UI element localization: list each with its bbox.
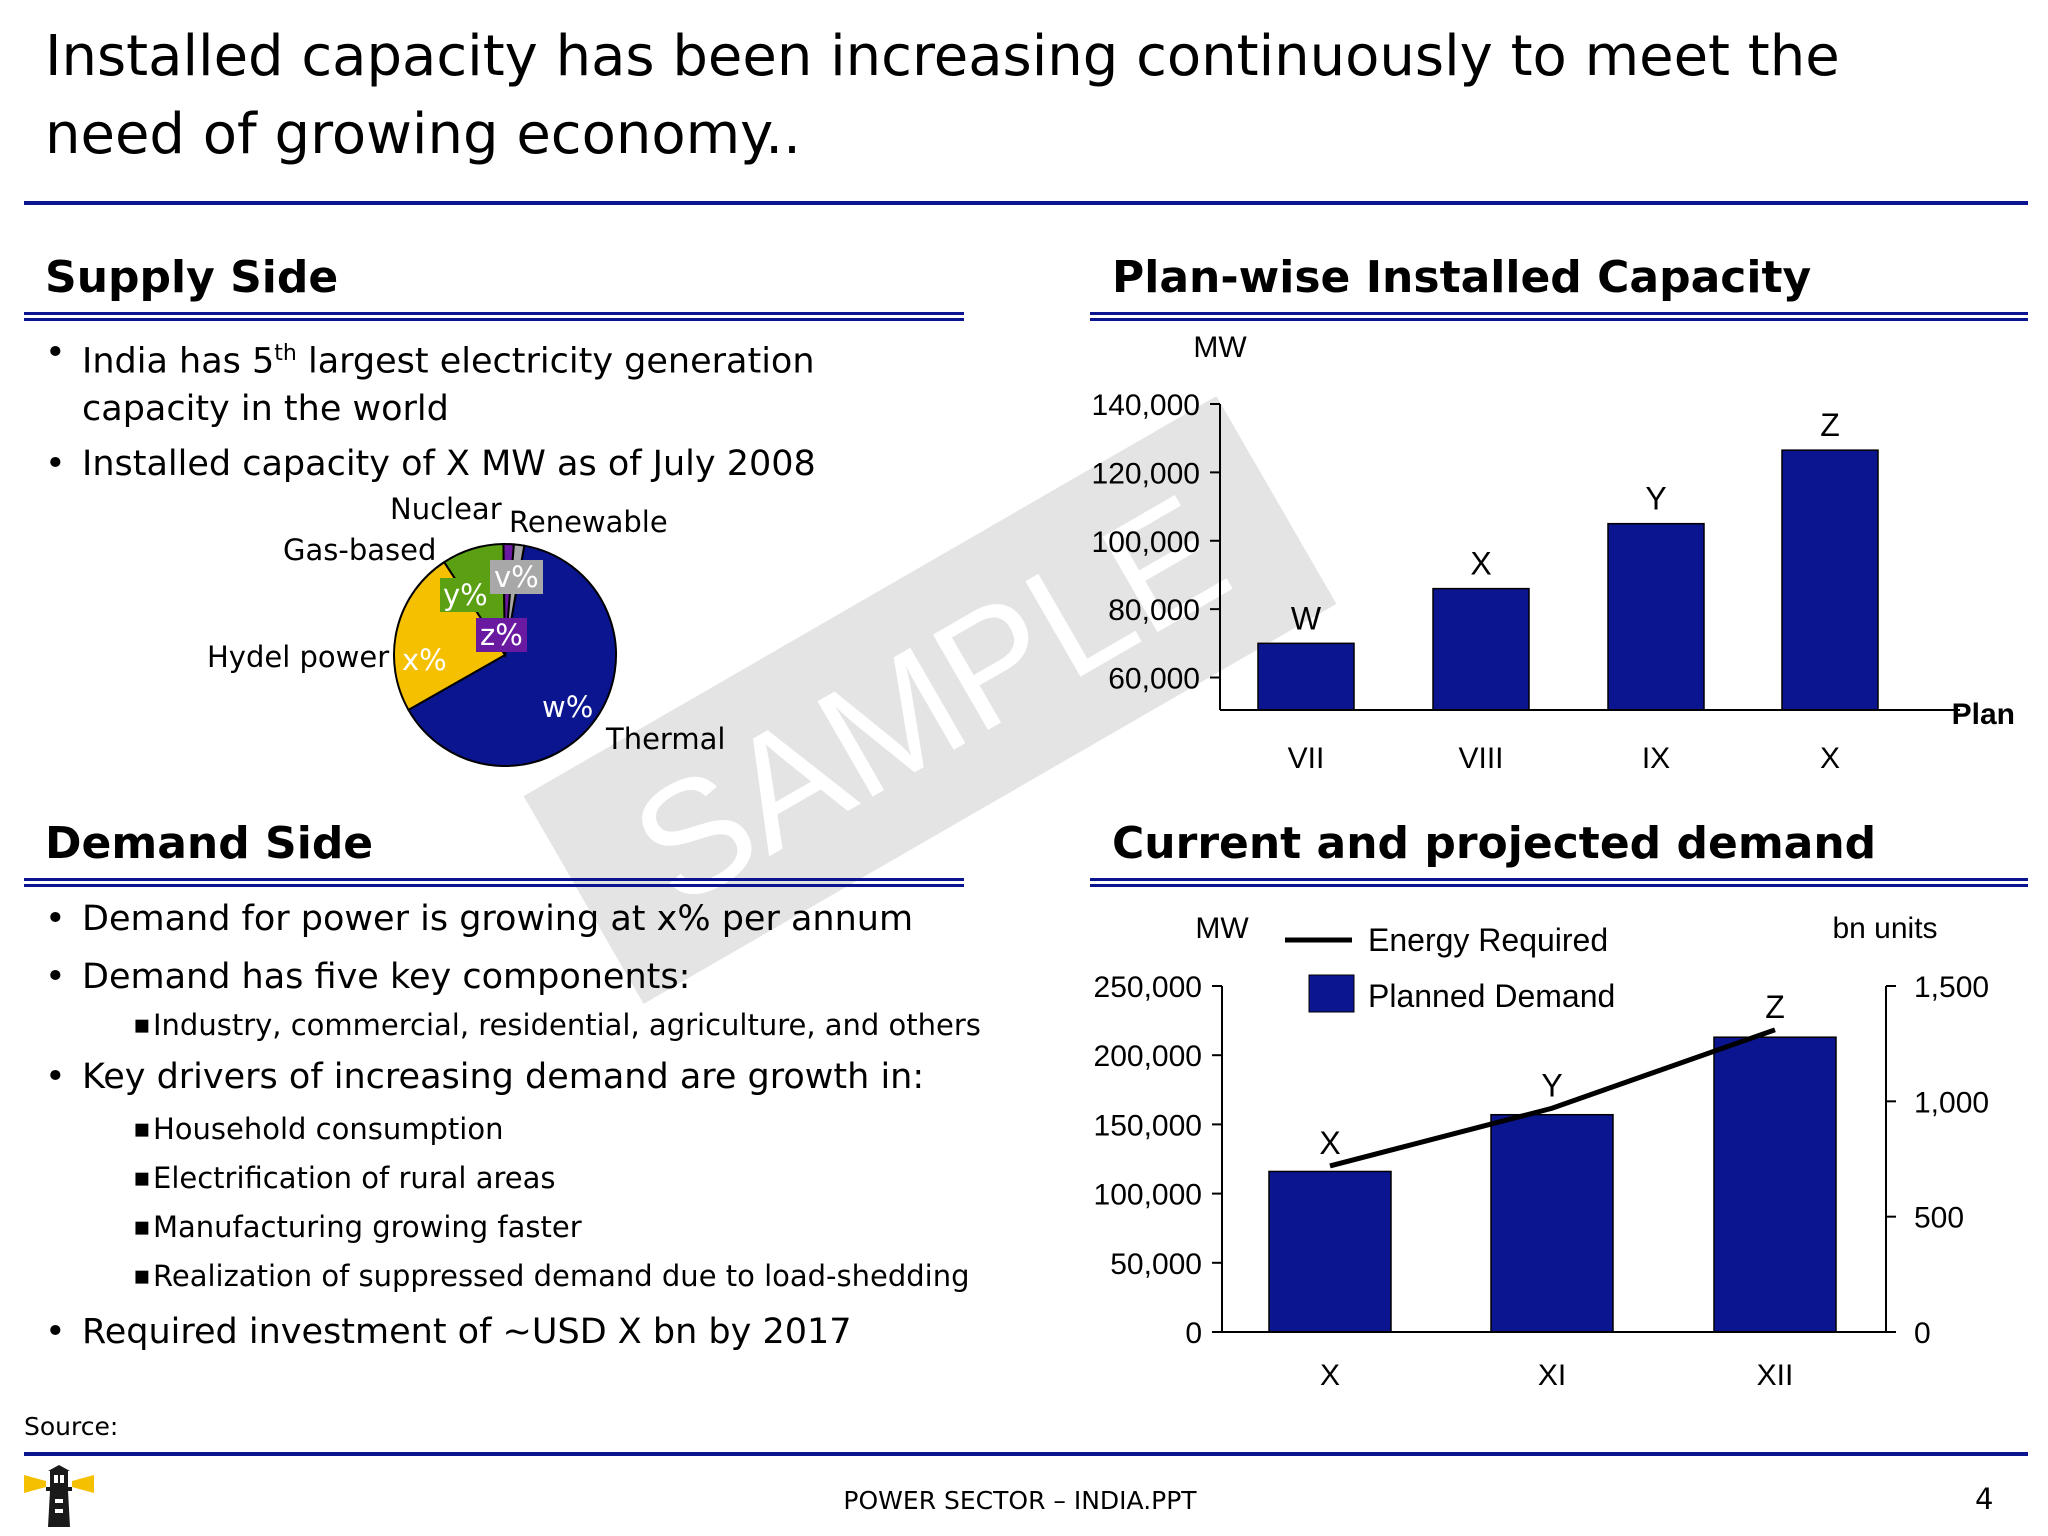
source-label: Source: bbox=[24, 1412, 119, 1441]
demand-combo-chart: MW bn units Energy Required Planned Dema… bbox=[1094, 912, 1990, 1392]
demand-y-tick-label-left: 50,000 bbox=[1110, 1248, 1202, 1281]
demand-chart-heading: Current and projected demand bbox=[1112, 818, 1877, 869]
energy-required-line bbox=[1329, 1027, 1776, 1169]
pie-slice-thermal bbox=[407, 544, 617, 767]
page-number: 4 bbox=[1975, 1482, 1994, 1516]
capacity-y-tick-label: 60,000 bbox=[1108, 663, 1200, 696]
demand-heading: Demand Side bbox=[45, 818, 374, 869]
supply-rule bbox=[24, 312, 964, 321]
page-title: Installed capacity has been increasing c… bbox=[45, 24, 1840, 167]
demand-bullet-investment: Required investment of ~USD X bn by 2017 bbox=[45, 1309, 985, 1356]
capacity-bar bbox=[1432, 587, 1530, 711]
capacity-x-tick-label: X bbox=[1820, 742, 1840, 775]
capacity-y-tick-label: 140,000 bbox=[1092, 389, 1200, 422]
capacity-heading: Plan-wise Installed Capacity bbox=[1112, 252, 1812, 303]
demand-y-tick-label-left: 0 bbox=[1185, 1317, 1202, 1350]
demand-sub-components: Industry, commercial, residential, agric… bbox=[133, 1001, 985, 1050]
demand-y-unit-left: MW bbox=[1195, 912, 1249, 945]
capacity-data-label: X bbox=[1470, 546, 1491, 582]
legend-planned-demand: Planned Demand bbox=[1368, 978, 1615, 1014]
legend-energy-required: Energy Required bbox=[1368, 922, 1608, 958]
capacity-x-tick-label: VIII bbox=[1458, 742, 1503, 775]
demand-bar bbox=[1713, 1036, 1837, 1333]
capacity-rule bbox=[1090, 312, 2028, 321]
capacity-x-axis-title: Plan bbox=[1952, 698, 2015, 731]
demand-x-tick-label: X bbox=[1320, 1359, 1340, 1392]
demand-rule bbox=[24, 878, 964, 887]
lighthouse-logo-icon bbox=[24, 1465, 94, 1527]
supply-heading: Supply Side bbox=[45, 252, 339, 303]
pie-label-gas: Gas-based bbox=[283, 533, 437, 567]
supply-bullets: India has 5th largest electricity genera… bbox=[45, 330, 965, 488]
demand-data-label: Y bbox=[1541, 1067, 1562, 1103]
capacity-bar bbox=[1257, 642, 1355, 711]
demand-data-label: X bbox=[1319, 1125, 1340, 1161]
footer-rule bbox=[24, 1452, 2028, 1456]
pie-value-gas: y% bbox=[440, 578, 491, 612]
demand-bar bbox=[1490, 1113, 1614, 1333]
demand-y-unit-right: bn units bbox=[1832, 912, 1937, 945]
capacity-y-tick-label: 100,000 bbox=[1092, 526, 1200, 559]
demand-x-tick-label: XII bbox=[1757, 1359, 1794, 1392]
demand-y-tick-label-right: 0 bbox=[1914, 1317, 1931, 1350]
demand-sub-household: Household consumption bbox=[133, 1105, 985, 1154]
demand-sub-electrification: Electrification of rural areas bbox=[133, 1154, 985, 1203]
demand-bullet-drivers: Key drivers of increasing demand are gro… bbox=[45, 1054, 985, 1101]
supply-bullet-capacity: Installed capacity of X MW as of July 20… bbox=[45, 441, 965, 488]
pie-label-thermal: Thermal bbox=[606, 722, 726, 756]
pie-label-hydel: Hydel power bbox=[207, 640, 390, 674]
demand-y-tick-label-right: 1,000 bbox=[1914, 1086, 1989, 1119]
legend-bar-swatch bbox=[1308, 974, 1355, 1013]
demand-y-tick-label-left: 150,000 bbox=[1094, 1109, 1202, 1142]
pie-value-thermal: w% bbox=[542, 690, 594, 724]
demand-y-tick-label-right: 1,500 bbox=[1914, 971, 1989, 1004]
pie-slice-hydel-power bbox=[393, 560, 507, 712]
demand-bar bbox=[1268, 1170, 1392, 1333]
capacity-y-unit: MW bbox=[1193, 331, 1247, 364]
demand-bullets: Demand for power is growing at x% per an… bbox=[45, 896, 985, 1356]
capacity-data-label: Y bbox=[1645, 481, 1666, 517]
pie-label-renewable: Renewable bbox=[509, 505, 668, 539]
demand-y-tick-label-left: 250,000 bbox=[1094, 971, 1202, 1004]
demand-bullet-components: Demand has five key components: bbox=[45, 954, 985, 1001]
demand-data-label: Z bbox=[1765, 989, 1785, 1025]
demand-bullet-growth: Demand for power is growing at x% per an… bbox=[45, 896, 985, 943]
capacity-data-label: Z bbox=[1820, 407, 1840, 443]
capacity-y-tick-label: 120,000 bbox=[1092, 457, 1200, 490]
capacity-x-tick-label: IX bbox=[1642, 742, 1670, 775]
pie-value-nuclear: z% bbox=[476, 618, 527, 652]
capacity-bar bbox=[1607, 522, 1705, 711]
footer-text: POWER SECTOR – INDIA.PPT bbox=[843, 1486, 1197, 1515]
demand-y-tick-label-left: 200,000 bbox=[1094, 1040, 1202, 1073]
capacity-bar-chart: MW Plan 60,000 80,000 100,000 120,000 140,00… bbox=[1092, 331, 2015, 775]
capacity-data-label: W bbox=[1291, 600, 1322, 636]
pie-value-renewable: v% bbox=[490, 560, 543, 594]
demand-sub-manufacturing: Manufacturing growing faster bbox=[133, 1203, 985, 1252]
demand-x-tick-label: XI bbox=[1538, 1359, 1566, 1392]
pie-label-nuclear: Nuclear bbox=[390, 492, 502, 526]
demand-chart-rule bbox=[1090, 878, 2028, 887]
capacity-x-tick-label: VII bbox=[1288, 742, 1325, 775]
capacity-bar bbox=[1781, 449, 1879, 711]
supply-bullet-rank: India has 5th largest electricity genera… bbox=[45, 330, 965, 433]
demand-y-tick-label-right: 500 bbox=[1914, 1202, 1964, 1235]
pie-value-hydel: x% bbox=[402, 643, 447, 677]
demand-sub-suppressed: Realization of suppressed demand due to … bbox=[133, 1252, 985, 1301]
demand-y-tick-label-left: 100,000 bbox=[1094, 1179, 1202, 1212]
capacity-y-tick-label: 80,000 bbox=[1108, 594, 1200, 627]
title-rule bbox=[24, 201, 2028, 205]
